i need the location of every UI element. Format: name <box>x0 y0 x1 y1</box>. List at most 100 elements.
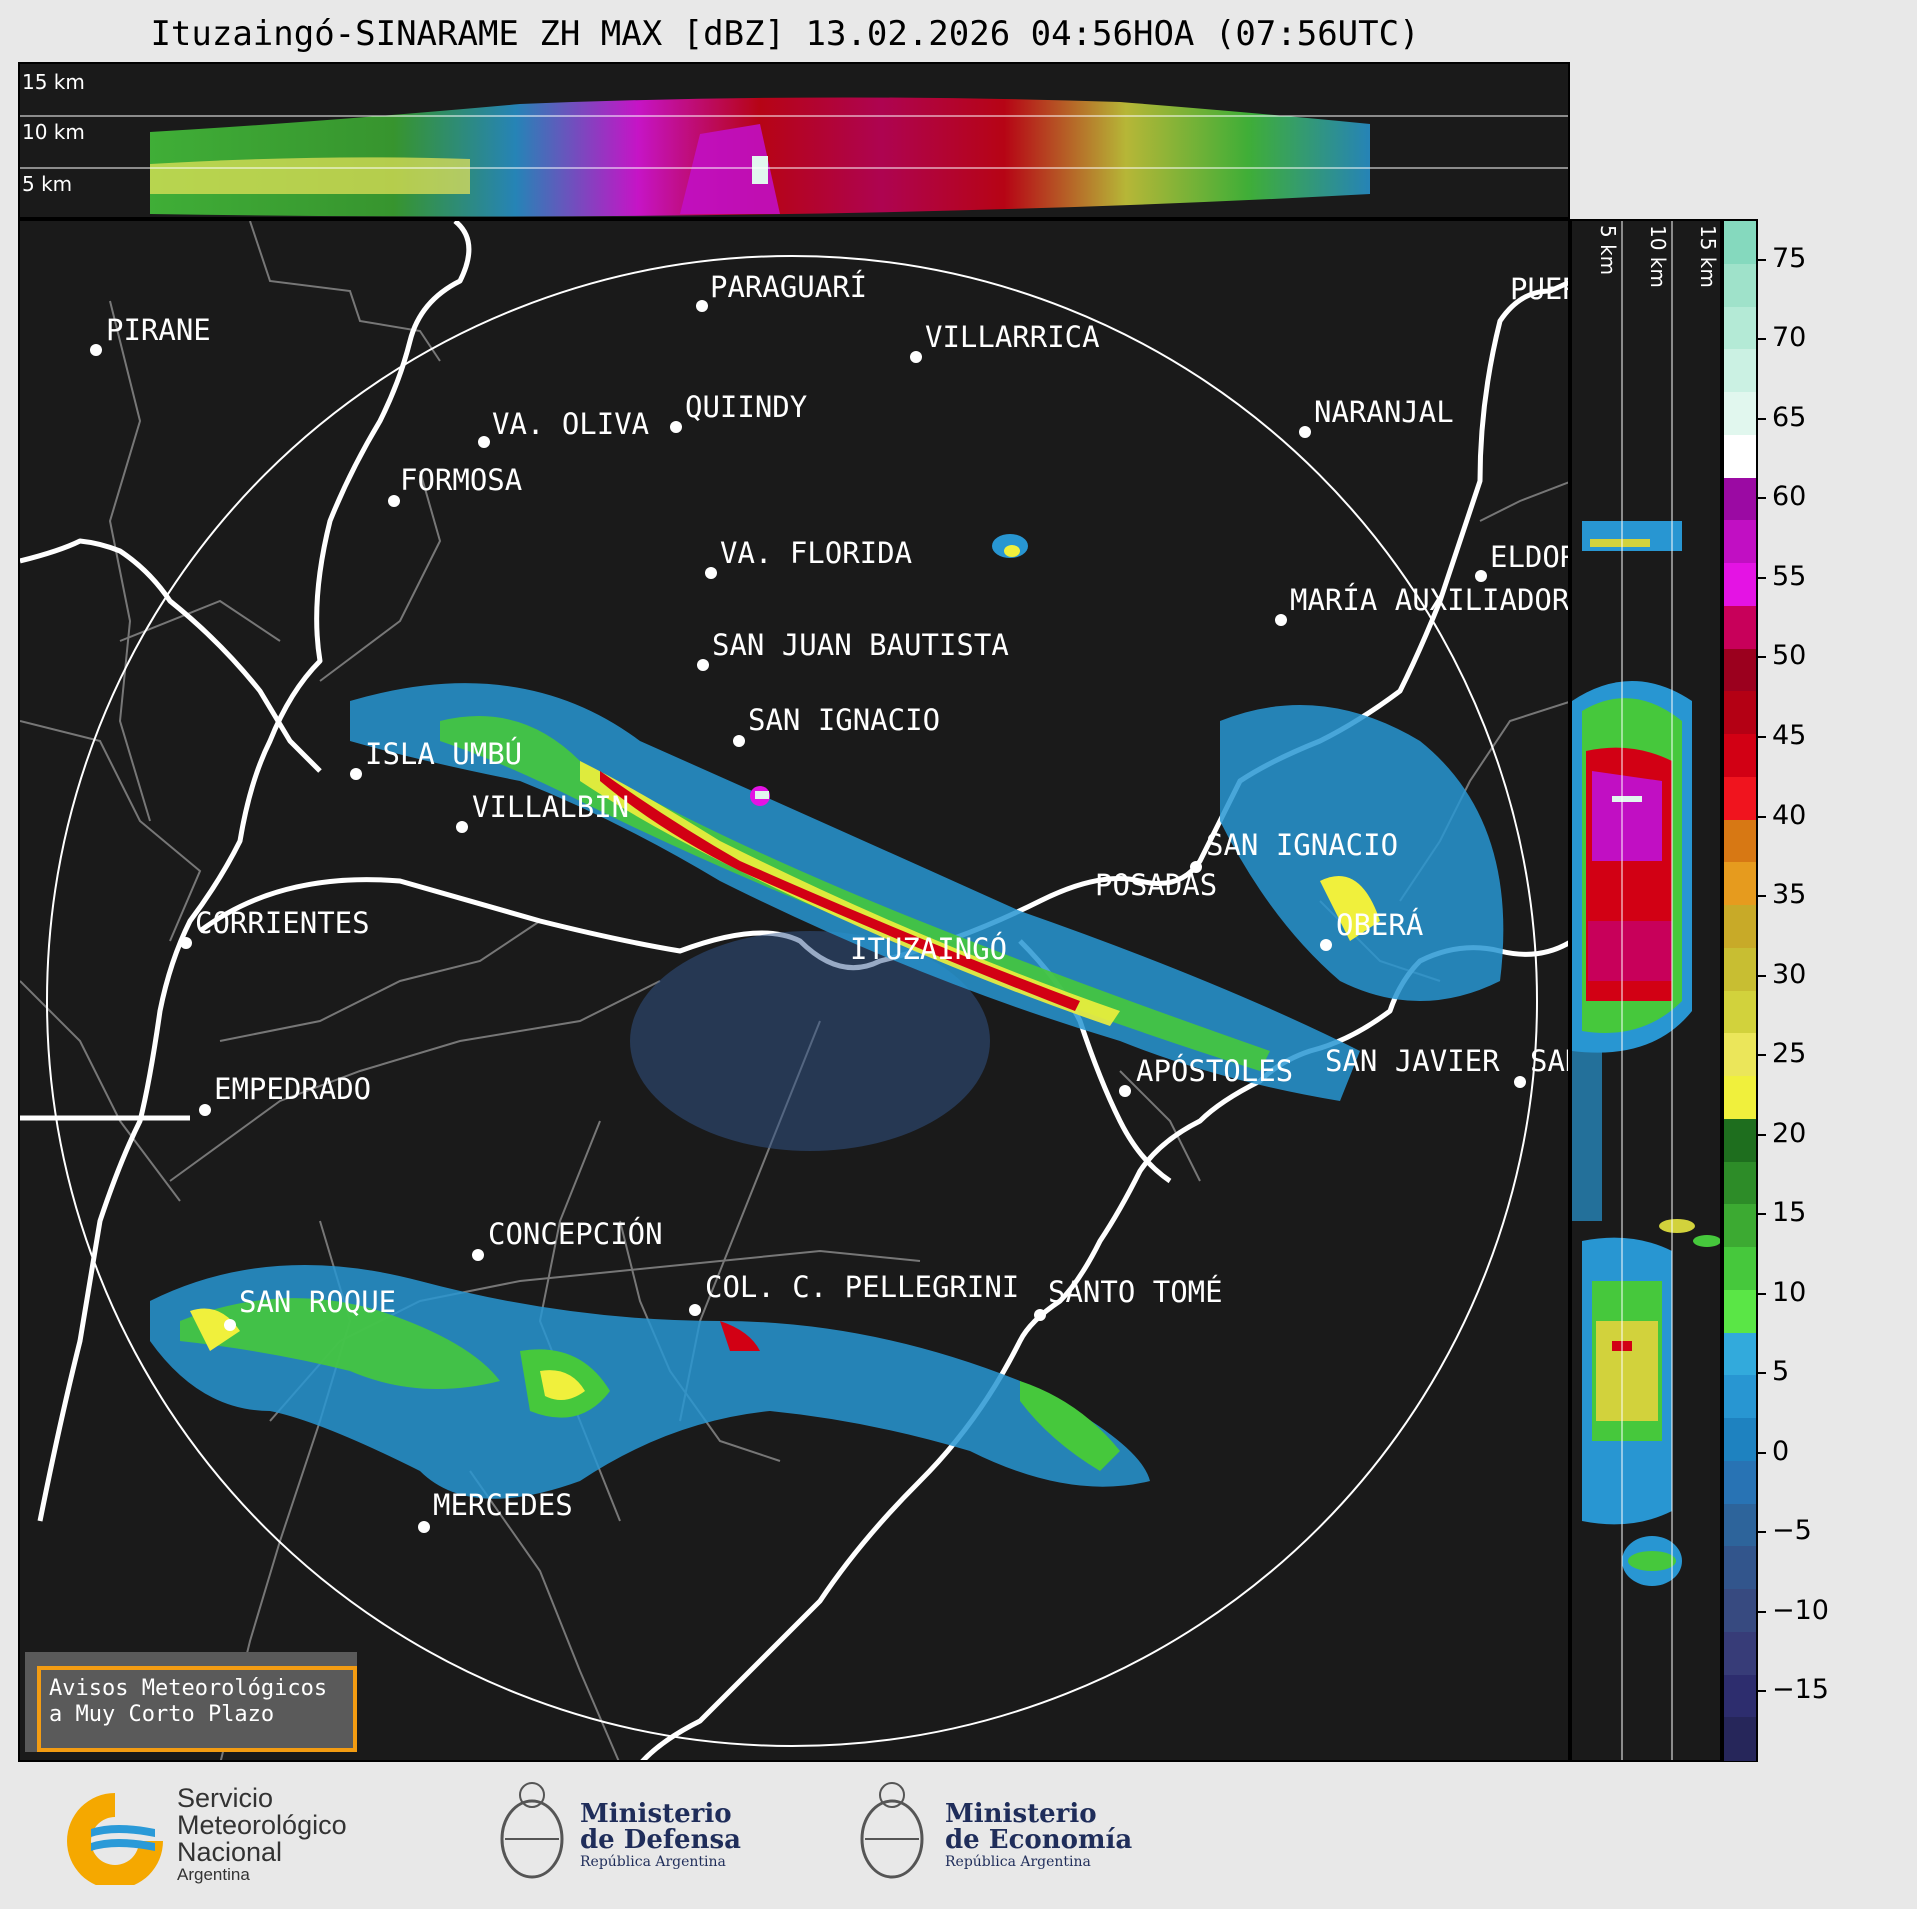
colorbar-tick-mark <box>1758 1054 1766 1057</box>
city-label: SAN ROQUE <box>239 1285 397 1319</box>
colorbar-tick-mark <box>1758 1372 1766 1375</box>
city-label: ELDOR <box>1490 540 1570 574</box>
city-label: OBERÁ <box>1336 908 1424 942</box>
colorbar-swatch <box>1724 947 1756 991</box>
city-dot <box>478 436 490 448</box>
side-height-label-15: 15 km <box>1696 225 1720 288</box>
city-label: VILLARRICA <box>925 320 1100 354</box>
side-height-label-5: 5 km <box>1596 225 1620 276</box>
city-label: CONCEPCIÓN <box>488 1217 663 1251</box>
colorbar-swatch <box>1724 1460 1756 1504</box>
colorbar-tick-mark <box>1758 656 1766 659</box>
colorbar-swatch <box>1724 1204 1756 1248</box>
city-dot <box>910 351 922 363</box>
colorbar-tick-label: 15 <box>1772 1197 1807 1229</box>
top-height-profile: 15 km 10 km 5 km <box>18 62 1570 219</box>
side-height-profile: 5 km 10 km 15 km <box>1570 219 1722 1762</box>
colorbar-tick-label: 70 <box>1772 322 1807 354</box>
height-label-10: 10 km <box>22 120 85 144</box>
page-title: Ituzaingó-SINARAME ZH MAX [dBZ] 13.02.20… <box>150 14 1420 54</box>
colorbar-tick-mark <box>1758 815 1766 818</box>
height-label-5: 5 km <box>22 172 73 196</box>
city-dot <box>1119 1085 1131 1097</box>
city-dot <box>697 659 709 671</box>
smn-line-2: Meteorológico <box>177 1810 347 1840</box>
colorbar-swatch <box>1724 1289 1756 1333</box>
notice-line-2: a Muy Corto Plazo <box>49 1702 275 1728</box>
radar-map-graphic <box>20 221 1568 1760</box>
colorbar-swatch <box>1724 263 1756 307</box>
economia-line-3: República Argentina <box>945 1854 1091 1870</box>
city-label: SAN IGNACIO <box>748 703 941 737</box>
city-dot <box>199 1104 211 1116</box>
colorbar-swatch <box>1724 520 1756 564</box>
colorbar-tick-label: 5 <box>1772 1356 1790 1388</box>
side-profile-graphic <box>1572 221 1720 1760</box>
colorbar-tick-mark <box>1758 576 1766 579</box>
city-label: PIRANE <box>106 313 211 347</box>
colorbar-tick-label: −10 <box>1772 1594 1829 1626</box>
colorbar-tick-mark <box>1758 497 1766 500</box>
colorbar-tick-mark <box>1758 1292 1766 1295</box>
city-dot <box>1275 614 1287 626</box>
city-dot <box>224 1319 236 1331</box>
city-dot <box>1320 939 1332 951</box>
smn-emblem-icon <box>67 1793 163 1885</box>
city-label: SAN <box>1530 1044 1568 1078</box>
smn-line-3: Nacional <box>177 1837 283 1867</box>
colorbar-swatch <box>1724 1589 1756 1633</box>
coat-of-arms-icon <box>860 1782 924 1879</box>
colorbar-swatch <box>1724 1332 1756 1376</box>
city-dot <box>1475 570 1487 582</box>
height-label-15: 15 km <box>22 70 85 94</box>
warnings-notice[interactable]: Avisos Meteorológicos a Muy Corto Plazo <box>25 1652 357 1752</box>
smn-line-1: Servicio <box>177 1783 274 1813</box>
colorbar-tick-mark <box>1758 1133 1766 1136</box>
colorbar-tick-label: 75 <box>1772 242 1807 274</box>
colorbar-tick-mark <box>1758 258 1766 261</box>
colorbar-tick-label: 50 <box>1772 640 1807 672</box>
colorbar-swatch <box>1724 905 1756 949</box>
smn-logo: Servicio Meteorológico Nacional Argentin… <box>55 1785 395 1885</box>
city-label: ISLA UMBÚ <box>365 737 523 771</box>
city-dot <box>733 735 745 747</box>
colorbar-tick-label: 35 <box>1772 879 1807 911</box>
colorbar-swatch <box>1724 1717 1756 1761</box>
colorbar-swatch <box>1724 605 1756 649</box>
city-dot <box>418 1521 430 1533</box>
city-label: CORRIENTES <box>195 906 370 940</box>
notice-line-1: Avisos Meteorológicos <box>49 1676 328 1701</box>
colorbar-swatch <box>1724 392 1756 436</box>
colorbar-swatch <box>1724 734 1756 778</box>
city-label: POSADAS <box>1095 868 1218 902</box>
colorbar-tick-mark <box>1758 895 1766 898</box>
colorbar-swatch <box>1724 1076 1756 1120</box>
city-label: VA. FLORIDA <box>720 536 913 570</box>
city-dot <box>705 567 717 579</box>
city-label: PARAGUARÍ <box>710 270 868 304</box>
colorbar-tick-label: 65 <box>1772 401 1807 433</box>
colorbar-tick-mark <box>1758 1531 1766 1534</box>
city-label: FORMOSA <box>400 463 523 497</box>
defensa-logo: Ministerio de Defensa República Argentin… <box>495 1775 755 1895</box>
colorbar-tick-mark <box>1758 1213 1766 1216</box>
colorbar-tick-mark <box>1758 1690 1766 1693</box>
colorbar-swatch <box>1724 819 1756 863</box>
colorbar-swatch <box>1724 349 1756 393</box>
city-label: MERCEDES <box>433 1488 573 1522</box>
colorbar-swatch <box>1724 1375 1756 1419</box>
colorbar-swatch <box>1724 434 1756 478</box>
economia-line-1: Ministerio <box>945 1799 1097 1829</box>
city-label: NARANJAL <box>1314 395 1454 429</box>
city-label: SANTO TOMÉ <box>1048 1275 1223 1309</box>
colorbar-tick-mark <box>1758 417 1766 420</box>
city-label: APÓSTOLES <box>1136 1054 1294 1088</box>
city-dot <box>1034 1309 1046 1321</box>
colorbar-swatch <box>1724 1118 1756 1162</box>
colorbar-tick-label: 40 <box>1772 799 1807 831</box>
city-dot <box>90 344 102 356</box>
colorbar-swatch <box>1724 691 1756 735</box>
colorbar-swatch <box>1724 1631 1756 1675</box>
colorbar-tick-label: 55 <box>1772 560 1807 592</box>
colorbar-tick-label: 30 <box>1772 958 1807 990</box>
